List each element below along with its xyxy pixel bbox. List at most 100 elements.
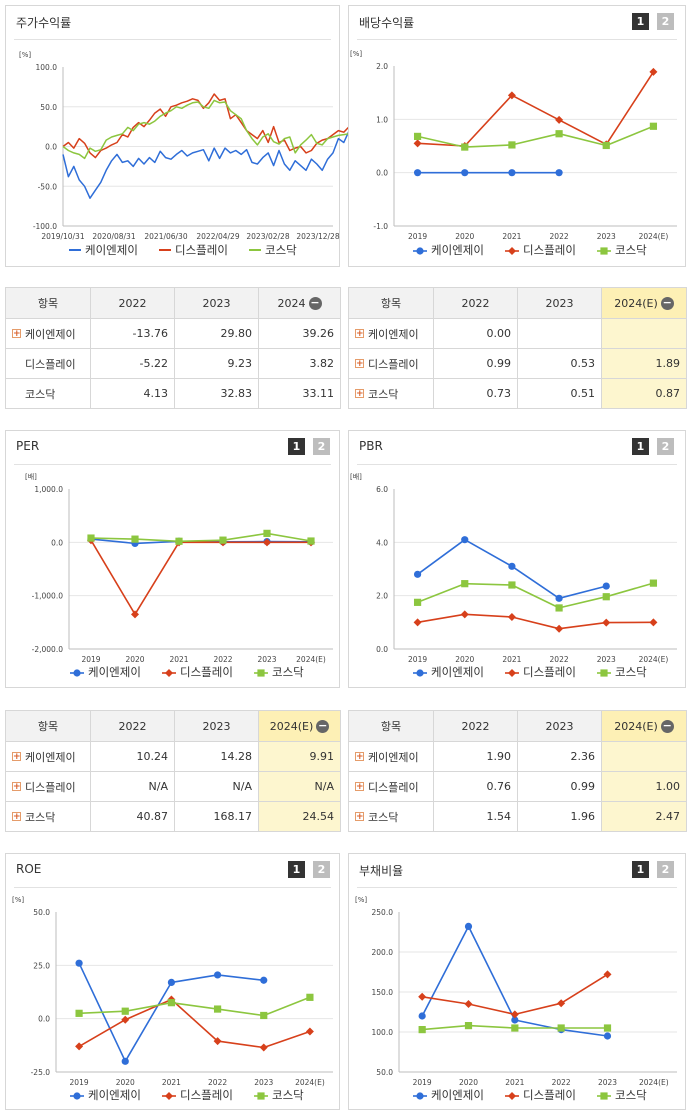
pbr-table: 항목 2022 2023 2024(E) − + 케이엔제이 1.90 2.36 + 디스플레이 0.… [348, 710, 687, 832]
series-line-kd [417, 582, 654, 609]
x-tick-label: 2020 [455, 232, 474, 241]
data-point-kj [413, 570, 422, 578]
table-header-cell: 2022 [433, 287, 518, 319]
header-label: 2023 [545, 719, 574, 733]
toggle-button-1[interactable]: 1 [632, 861, 649, 878]
toggle-button-1[interactable]: 1 [288, 861, 305, 878]
data-point-dp [649, 67, 658, 76]
toggle-button-2[interactable]: 2 [313, 861, 330, 878]
value-cell: 40.87 [90, 801, 175, 832]
table-header-cell: 항목 [348, 287, 434, 319]
data-point-kj [75, 959, 83, 967]
data-point-dp [131, 610, 139, 619]
value-cell: 168.17 [174, 801, 259, 832]
toggle-button-2[interactable]: 2 [657, 861, 674, 878]
dividend-yield-panel: 배당수익률 1 2 [%] 2.0 1.0 0.0 -1.0 2019 2020 2021 20… [348, 5, 686, 267]
y-tick-label: -1,000.0 [32, 592, 64, 601]
data-point-dp [603, 970, 612, 979]
expand-icon[interactable]: + [355, 329, 364, 339]
data-point-kd [213, 1005, 222, 1013]
row-label: 디스플레이 [25, 357, 76, 371]
table-header-row: 항목 2022 2023 2024(E) − [348, 287, 687, 319]
y-tick-label: 6.0 [376, 485, 388, 494]
expand-icon[interactable]: + [12, 782, 21, 792]
data-point-kd [555, 130, 563, 138]
toggle-button-2[interactable]: 2 [657, 438, 674, 455]
toggle-button-2[interactable]: 2 [657, 13, 674, 30]
toggle-button-2[interactable]: 2 [313, 438, 330, 455]
x-tick-label: 2024(E) [295, 1078, 325, 1087]
data-point-kj [121, 1057, 129, 1065]
toggle-button-1[interactable]: 1 [288, 438, 305, 455]
table-header-cell: 2022 [433, 710, 518, 742]
data-point-dp [263, 538, 271, 547]
data-point-kj [603, 1032, 612, 1040]
value-cell: 9.91 [258, 741, 341, 772]
expand-icon[interactable]: + [12, 812, 21, 822]
expand-icon[interactable]: + [355, 782, 364, 792]
row-label: 디스플레이 [368, 357, 419, 371]
data-point-dp [507, 91, 516, 100]
header-label: 항목 [380, 297, 402, 310]
x-tick-label: 2024(E) [296, 655, 326, 664]
row-name: + 코스닥 [355, 386, 427, 402]
y-tick-label: 150.0 [372, 988, 394, 997]
table-row: + 코스닥 1.54 1.96 2.47 [348, 801, 687, 832]
row-name-cell: + 코스닥 [348, 378, 434, 409]
unit-label: [%] [350, 50, 362, 58]
value-cell: N/A [174, 771, 259, 802]
header-label: 2023 [202, 719, 231, 733]
value-cell: -5.22 [90, 348, 175, 379]
table-header-cell: 2023 [517, 287, 602, 319]
collapse-icon[interactable]: − [308, 295, 322, 310]
value-cell [517, 318, 602, 349]
header-label: 2024(E) [614, 296, 658, 310]
expand-icon[interactable]: + [355, 752, 364, 762]
legend-label-dp: 디스플레이 [175, 243, 228, 257]
data-point-kd [75, 1009, 83, 1017]
table-header-cell: 2022 [90, 710, 175, 742]
expand-icon[interactable]: + [12, 752, 21, 762]
row-label: 코스닥 [368, 810, 399, 824]
legend-swatch-kd [600, 669, 608, 677]
expand-icon[interactable]: + [12, 329, 21, 339]
value-cell [601, 741, 687, 772]
data-point-kj [555, 594, 563, 602]
table-header-cell: 2023 [174, 287, 259, 319]
data-point-kd [87, 534, 95, 542]
expand-icon[interactable]: + [355, 359, 364, 369]
table-header-cell: 항목 [5, 287, 91, 319]
value-cell: 10.24 [90, 741, 175, 772]
legend-swatch-kj [73, 669, 81, 677]
table-row: + 디스플레이 N/A N/A N/A [5, 771, 341, 802]
collapse-icon[interactable]: − [660, 295, 674, 310]
y-tick-label: 25.0 [33, 961, 50, 970]
table-row: + 케이엔제이 0.00 [348, 318, 687, 349]
legend-swatch-dp [508, 669, 516, 677]
panel-title: PER [16, 439, 40, 453]
unit-label: [%] [355, 896, 367, 904]
divider [357, 887, 677, 888]
pbr-panel: PBR 1 2 [배] 6.0 4.0 2.0 0.0 2019 2020 2021 2022 2… [348, 430, 686, 688]
legend-label-dp: 디스플레이 [523, 1088, 576, 1102]
series-line-kd [90, 532, 312, 543]
stock-return-table: 항목 2022 2023 2024− + 케이엔제이 -13.76 29.80 39.26 디스플… [5, 287, 341, 409]
legend-label-kj: 케이엔제이 [431, 243, 484, 257]
table-row: + 케이엔제이 1.90 2.36 [348, 741, 687, 772]
expand-icon[interactable]: + [355, 389, 364, 399]
collapse-icon[interactable]: − [316, 718, 330, 733]
data-point-kd [461, 143, 469, 151]
table-row: + 코스닥 40.87 168.17 24.54 [5, 801, 341, 832]
toggle-button-1[interactable]: 1 [632, 13, 649, 30]
toggle-button-1[interactable]: 1 [632, 438, 649, 455]
expand-icon[interactable]: + [355, 812, 364, 822]
row-label: 코스닥 [25, 810, 56, 824]
header-label: 2024(E) [614, 719, 658, 733]
legend-swatch-kd [600, 247, 608, 255]
data-point-dp [464, 1000, 473, 1008]
x-tick-label: 2023 [598, 1078, 617, 1087]
header-label: 2022 [461, 296, 490, 310]
collapse-icon[interactable]: − [660, 718, 674, 733]
roe-chart: [%] 50.0 25.0 0.0 -25.0 2019 2020 2021 2022 2023 2… [12, 896, 333, 1102]
value-cell: 2.36 [517, 741, 602, 772]
